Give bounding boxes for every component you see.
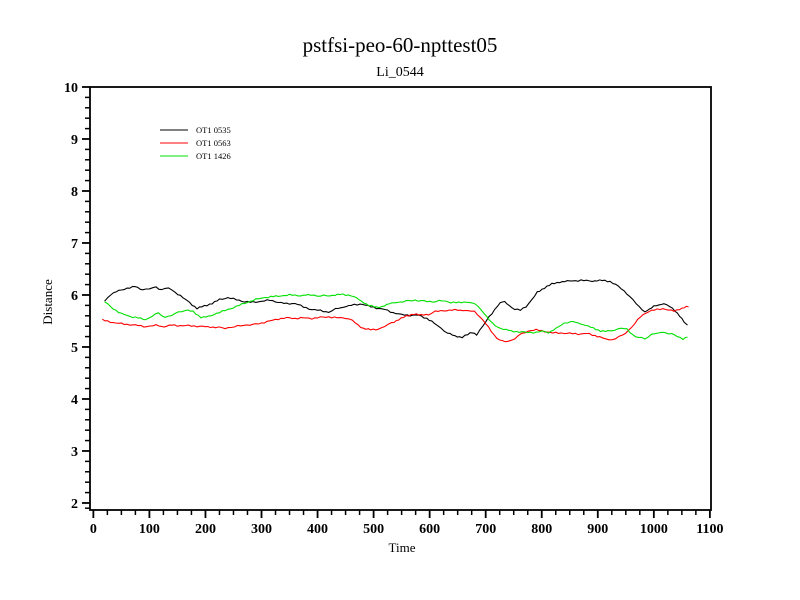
y-axis-label: Distance <box>40 279 55 325</box>
x-tick-label: 100 <box>139 522 160 537</box>
x-tick-label: 0 <box>90 522 97 537</box>
chart-title: pstfsi-peo-60-npttest05 <box>303 33 498 57</box>
chart-subtitle: Li_0544 <box>376 65 423 80</box>
x-tick-label: 500 <box>363 522 384 537</box>
legend: OT1 0535 OT1 0563 OT1 1426 <box>160 125 231 161</box>
series-line-ot1-0535 <box>104 279 688 339</box>
y-tick-label: 2 <box>71 497 78 512</box>
plot-series <box>102 279 689 343</box>
x-tick-label: 600 <box>419 522 440 537</box>
series-line-ot1-1426 <box>104 293 688 341</box>
x-tick-label: 700 <box>475 522 496 537</box>
series-line-ot1-0563 <box>102 305 689 343</box>
plot-frame <box>89 86 712 511</box>
x-axis-label: Time <box>389 540 416 555</box>
y-tick-label: 5 <box>71 341 78 356</box>
x-tick-label: 200 <box>195 522 216 537</box>
y-tick-label: 8 <box>71 185 78 200</box>
y-tick-label: 9 <box>71 133 78 148</box>
y-tick-label: 7 <box>71 237 78 252</box>
x-tick-label: 1000 <box>640 522 668 537</box>
x-tick-label: 300 <box>251 522 272 537</box>
x-tick-label: 1100 <box>696 522 723 537</box>
y-tick-label: 10 <box>64 81 78 96</box>
y-tick-label: 6 <box>71 289 78 304</box>
x-tick-label: 900 <box>587 522 608 537</box>
legend-label-series-2: OT1 0563 <box>196 138 231 148</box>
legend-label-series-1: OT1 0535 <box>196 125 231 135</box>
x-tick-label: 800 <box>531 522 552 537</box>
y-tick-label: 4 <box>71 393 78 408</box>
plot-axes: 0 100 200 300 400 500 600 700 800 900 1000 1100 2 3 4 5… <box>64 81 723 537</box>
x-tick-label: 400 <box>307 522 328 537</box>
y-tick-label: 3 <box>71 445 78 460</box>
legend-label-series-3: OT1 1426 <box>196 151 231 161</box>
